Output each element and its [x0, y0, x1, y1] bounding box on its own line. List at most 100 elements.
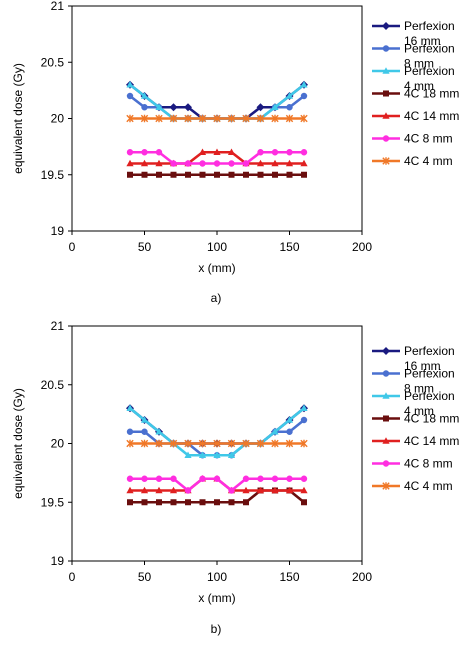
legend-marker [382, 157, 390, 165]
data-point [156, 499, 162, 506]
legend-marker [382, 392, 390, 399]
data-point [169, 486, 178, 494]
y-tick-label: 20.5 [41, 55, 65, 69]
x-tick-label: 200 [352, 570, 372, 584]
data-point [257, 171, 264, 178]
legend-label: 4C 14 mm [404, 109, 459, 123]
x-tick-label: 100 [207, 570, 227, 584]
series-7 [126, 114, 308, 123]
data-point [141, 428, 148, 435]
x-tick-label: 100 [207, 240, 227, 254]
legend-label: Perfexion 4 mm [404, 389, 455, 418]
legend-label: Perfexion 16 mm [404, 19, 455, 48]
data-point [228, 171, 235, 178]
data-point [300, 416, 308, 424]
legend-marker [382, 135, 390, 142]
series-line [129, 83, 305, 120]
data-point [169, 439, 178, 448]
data-point [184, 487, 192, 494]
x-axis-label: x (mm) [198, 261, 235, 275]
legend-marker [382, 482, 390, 490]
data-point [300, 404, 308, 412]
data-point [126, 92, 134, 100]
data-point [285, 159, 294, 167]
legend-marker [382, 370, 390, 377]
data-point [300, 114, 308, 123]
legend-marker [383, 415, 389, 422]
legend-marker [382, 22, 390, 30]
data-point [228, 487, 235, 494]
legend-label: Perfexion 4 mm [404, 64, 455, 93]
series-6 [126, 475, 308, 494]
data-point [285, 439, 294, 448]
data-point [184, 451, 192, 459]
legend-marker [382, 347, 390, 355]
data-point [213, 475, 221, 482]
legend-label: 4C 14 mm [404, 434, 459, 448]
data-point [256, 486, 265, 494]
legend-label: 4C 8 mm [404, 457, 453, 471]
data-point [170, 171, 177, 178]
series-line [129, 407, 305, 445]
y-axis-label: equivalent dose (Gy) [11, 388, 25, 499]
data-point [271, 114, 279, 123]
data-point [141, 149, 148, 156]
data-point [185, 171, 191, 178]
chart-caption: a) [211, 291, 222, 305]
data-point [271, 159, 279, 167]
data-point [170, 475, 177, 482]
data-point [301, 499, 307, 506]
x-tick-label: 200 [352, 240, 372, 254]
series-4 [127, 171, 307, 178]
data-point [126, 404, 134, 412]
data-point [228, 160, 235, 167]
data-point [285, 416, 294, 423]
x-tick-label: 50 [138, 240, 152, 254]
data-point [126, 439, 134, 448]
y-tick-label: 19 [51, 554, 65, 568]
legend-marker [382, 67, 390, 74]
data-point [155, 159, 163, 167]
data-point [199, 171, 206, 178]
data-point [213, 114, 221, 123]
x-tick-label: 150 [279, 240, 299, 254]
chart-panel-a: 19 19.5 20 20.5 21 0 50 100 150 200 x (mm) equivale… [11, 0, 459, 305]
data-point [285, 92, 294, 99]
x-tick-label: 150 [279, 570, 299, 584]
data-point [271, 486, 279, 494]
data-point [126, 428, 134, 435]
data-point [140, 114, 149, 123]
data-point [169, 103, 178, 112]
data-point [127, 499, 133, 506]
data-point [285, 486, 294, 494]
data-point [213, 451, 221, 459]
data-point [256, 114, 265, 123]
data-point [243, 499, 249, 506]
series-line [130, 418, 305, 457]
data-point [140, 439, 149, 448]
data-point [198, 148, 207, 156]
y-tick-label: 20 [51, 437, 65, 451]
data-point [155, 486, 163, 494]
data-point [286, 149, 293, 156]
legend-marker [383, 90, 389, 97]
series-line [129, 83, 305, 120]
data-point [140, 159, 149, 167]
data-point [242, 114, 250, 123]
data-point [301, 171, 307, 178]
y-tick-label: 21 [51, 0, 65, 13]
data-point [198, 439, 207, 448]
legend-label: 4C 18 mm [404, 87, 459, 101]
data-point [126, 486, 134, 494]
data-point [300, 486, 308, 494]
data-point [242, 475, 250, 482]
data-point [286, 428, 293, 435]
y-axis-label: equivalent dose (Gy) [11, 63, 25, 174]
data-point [141, 104, 148, 111]
data-point [300, 80, 308, 88]
data-point [169, 114, 178, 123]
data-point [286, 104, 293, 111]
